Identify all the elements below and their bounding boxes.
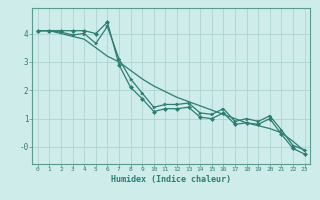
X-axis label: Humidex (Indice chaleur): Humidex (Indice chaleur) (111, 175, 231, 184)
